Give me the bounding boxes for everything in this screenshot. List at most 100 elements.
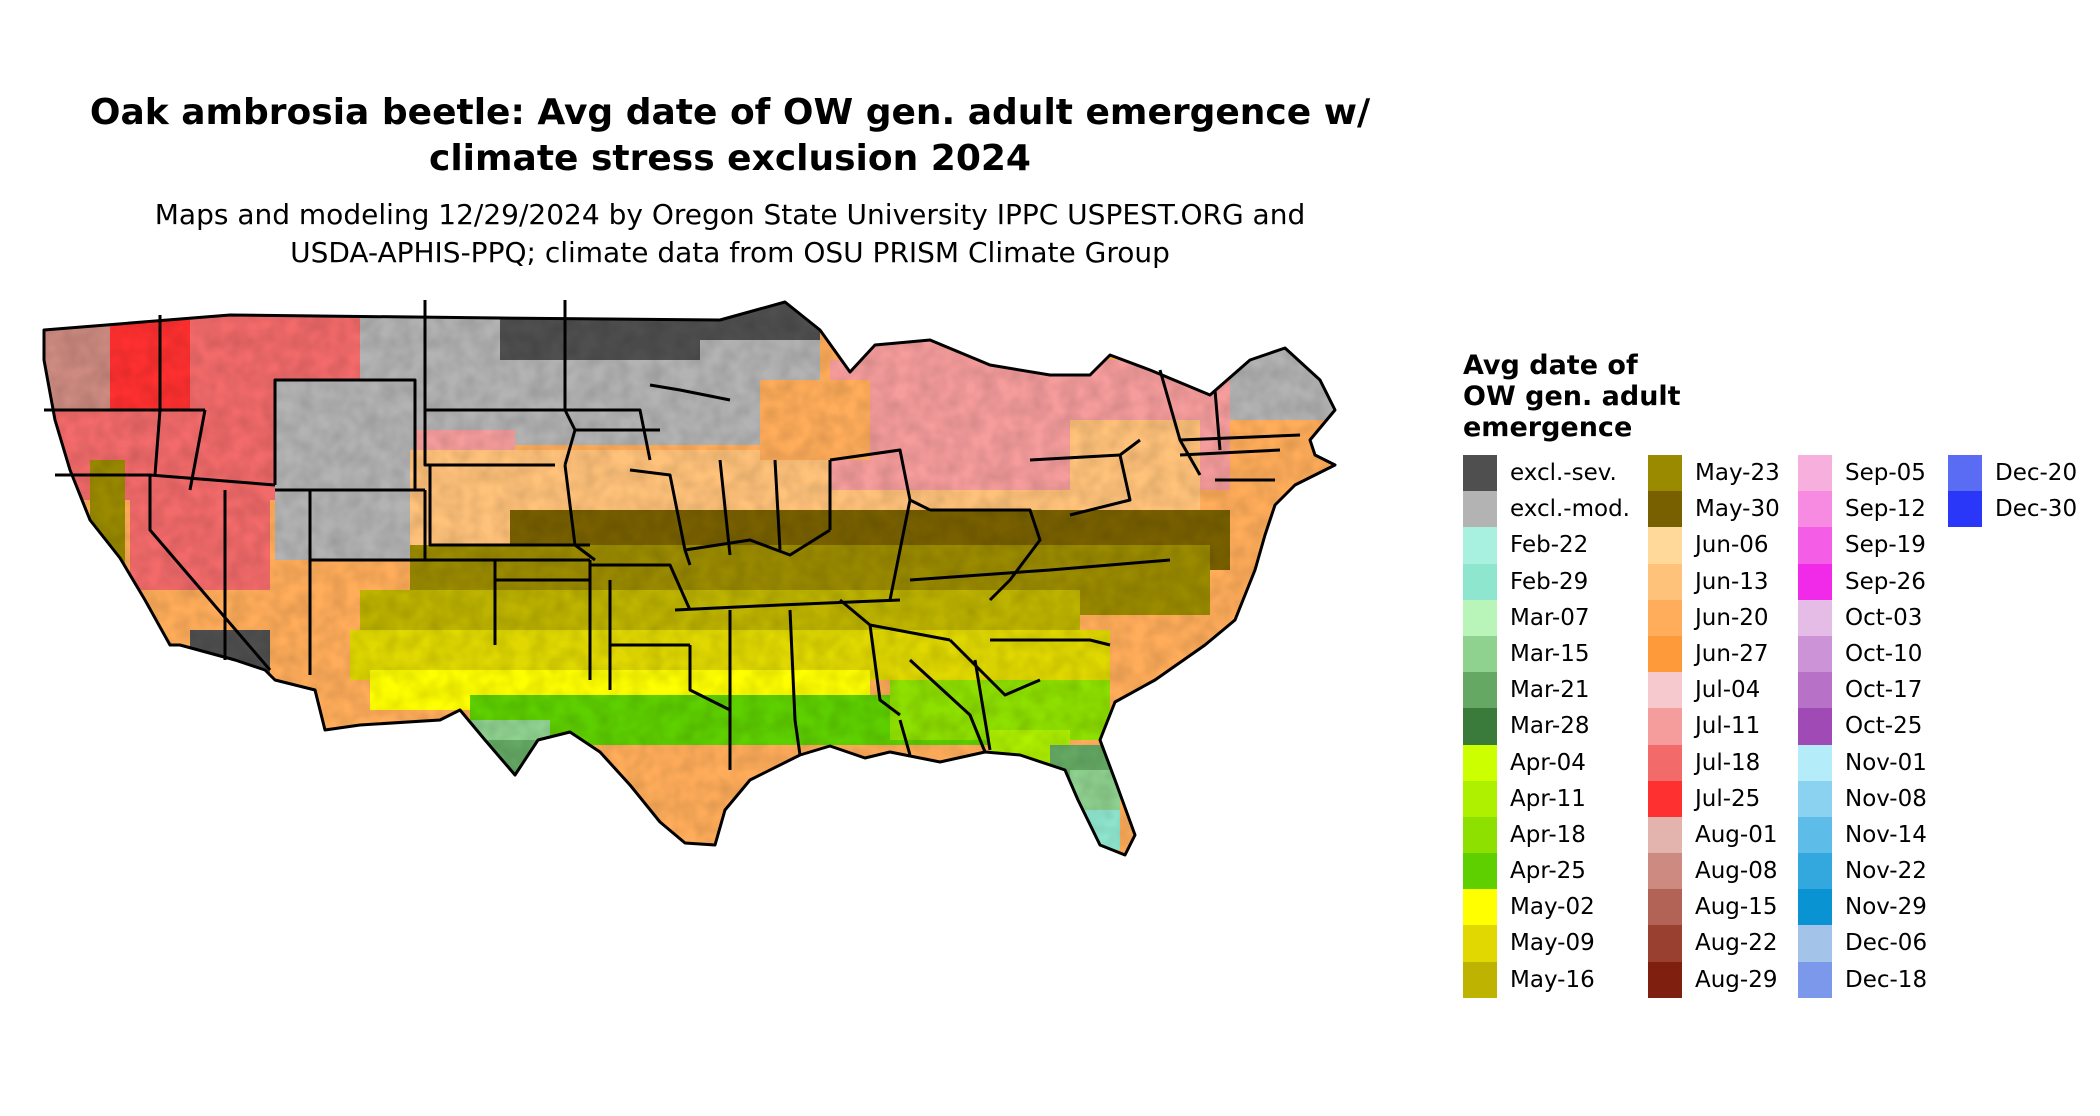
legend-swatch xyxy=(1463,491,1497,528)
legend-label: Mar-07 xyxy=(1510,604,1590,631)
legend-swatch xyxy=(1648,925,1682,962)
legend-title-line: emergence xyxy=(1463,412,1633,443)
legend-swatch xyxy=(1463,744,1497,781)
legend-swatch xyxy=(1648,780,1682,817)
legend-label: Sep-26 xyxy=(1845,568,1926,595)
legend-swatch xyxy=(1798,491,1832,528)
legend-swatch xyxy=(1463,889,1497,926)
legend-swatch xyxy=(1463,780,1497,817)
legend-label: Jun-06 xyxy=(1695,532,1769,559)
legend-swatch xyxy=(1798,455,1832,492)
legend-swatch xyxy=(1463,563,1497,600)
legend-swatch xyxy=(1463,708,1497,745)
legend-label: Mar-15 xyxy=(1510,640,1590,667)
legend-label: Aug-15 xyxy=(1695,894,1778,921)
legend-swatch xyxy=(1648,563,1682,600)
legend-label: Oct-25 xyxy=(1845,713,1923,740)
legend-label: May-09 xyxy=(1510,930,1595,957)
legend-label: May-23 xyxy=(1695,460,1780,486)
legend-swatch xyxy=(1798,744,1832,781)
legend-label: Feb-22 xyxy=(1510,532,1589,559)
legend-label: Apr-04 xyxy=(1510,749,1586,776)
title-line-2: climate stress exclusion 2024 xyxy=(429,138,1031,179)
legend-swatch xyxy=(1648,853,1682,890)
legend-swatch xyxy=(1798,816,1832,854)
legend-label: Dec-06 xyxy=(1845,930,1928,957)
legend-label: Dec-20 xyxy=(1995,460,2078,486)
legend-swatch xyxy=(1648,635,1682,673)
legend-title-line: Avg date of xyxy=(1463,350,1638,381)
legend-swatch xyxy=(1798,708,1832,745)
legend-swatch xyxy=(1798,527,1832,564)
legend-label: Aug-22 xyxy=(1695,930,1778,957)
legend-label: Dec-18 xyxy=(1845,966,1928,993)
legend-swatch xyxy=(1648,889,1682,926)
legend-label: Aug-29 xyxy=(1695,966,1778,993)
legend-label: Oct-10 xyxy=(1845,640,1923,667)
title-line-1: Oak ambrosia beetle: Avg date of OW gen.… xyxy=(89,92,1371,133)
legend-label: Jul-11 xyxy=(1695,713,1761,740)
legend-swatch xyxy=(1463,853,1497,890)
legend-swatch xyxy=(1463,961,1497,998)
legend-swatch xyxy=(1463,527,1497,564)
legend-swatch xyxy=(1948,455,1982,492)
legend-swatch xyxy=(1463,455,1497,492)
legend-label: Nov-08 xyxy=(1845,785,1927,812)
legend-swatch xyxy=(1948,491,1982,528)
legend-swatch xyxy=(1648,455,1682,492)
legend-swatch xyxy=(1463,925,1497,962)
legend-label: Jul-04 xyxy=(1695,677,1761,704)
legend-swatch xyxy=(1798,853,1832,890)
legend-label: Nov-22 xyxy=(1845,858,1927,885)
legend-swatch xyxy=(1463,599,1497,636)
legend-label: May-02 xyxy=(1510,894,1595,921)
legend-label: Feb-29 xyxy=(1510,568,1589,595)
subtitle-line-1: Maps and modeling 12/29/2024 by Oregon S… xyxy=(154,198,1306,231)
legend-label: Apr-11 xyxy=(1510,785,1586,812)
legend-label: excl.-mod. xyxy=(1510,496,1630,523)
legend-title-line: OW gen. adult xyxy=(1463,381,1681,412)
legend-swatch xyxy=(1798,672,1832,709)
subtitle-line-2: USDA-APHIS-PPQ; climate data from OSU PR… xyxy=(290,236,1170,269)
legend-swatch xyxy=(1648,708,1682,745)
legend-swatch xyxy=(1463,672,1497,709)
legend-label: Jun-20 xyxy=(1695,604,1769,631)
legend-title: Avg date of OW gen. adult emergence xyxy=(1463,350,1723,443)
legend-swatch xyxy=(1798,599,1832,636)
legend-label: Sep-12 xyxy=(1845,496,1926,523)
legend-swatch xyxy=(1463,816,1497,854)
legend-label: Apr-25 xyxy=(1510,858,1586,885)
map-title: Oak ambrosia beetle: Avg date of OW gen.… xyxy=(40,90,1420,182)
legend-swatch xyxy=(1648,816,1682,854)
legend-label: Jul-25 xyxy=(1695,785,1761,812)
legend-swatch xyxy=(1798,925,1832,962)
legend-swatch xyxy=(1648,491,1682,528)
legend-label: Oct-03 xyxy=(1845,604,1923,631)
legend-swatch xyxy=(1463,635,1497,673)
legend-label: May-30 xyxy=(1695,496,1780,523)
legend-label: Apr-18 xyxy=(1510,821,1586,848)
legend-label: Jun-13 xyxy=(1695,568,1769,595)
legend-label: Nov-01 xyxy=(1845,749,1927,776)
legend-swatch xyxy=(1648,744,1682,781)
legend-label: Sep-05 xyxy=(1845,460,1926,486)
legend-swatch xyxy=(1798,780,1832,817)
legend-label: Jul-18 xyxy=(1695,749,1761,776)
legend-label: Jun-27 xyxy=(1695,640,1769,667)
legend-label: excl.-sev. xyxy=(1510,460,1617,486)
legend-label: Mar-28 xyxy=(1510,713,1590,740)
legend-swatch xyxy=(1798,889,1832,926)
legend-swatch xyxy=(1648,672,1682,709)
legend-label: Oct-17 xyxy=(1845,677,1923,704)
legend-label: Aug-08 xyxy=(1695,858,1778,885)
legend-label: Aug-01 xyxy=(1695,821,1778,848)
legend-label: Nov-29 xyxy=(1845,894,1927,921)
emergence-surface xyxy=(44,302,1335,855)
legend-swatch xyxy=(1798,961,1832,998)
legend-label: May-16 xyxy=(1510,966,1595,993)
legend-label: Sep-19 xyxy=(1845,532,1926,559)
legend-label: Mar-21 xyxy=(1510,677,1590,704)
legend-swatch xyxy=(1648,961,1682,998)
us-map xyxy=(42,300,1337,857)
legend-swatch xyxy=(1648,527,1682,564)
